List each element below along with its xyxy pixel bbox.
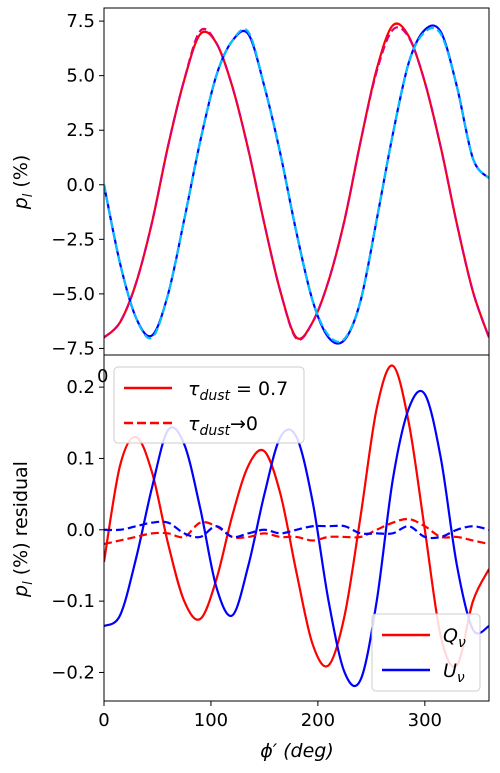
xtick-label: 300 xyxy=(408,710,442,731)
legend-tau-box xyxy=(113,366,305,444)
legend-u-label: Uν xyxy=(443,660,465,686)
legend-q-label: Qν xyxy=(443,625,466,651)
bottom-xlabel: ϕ′ (deg) xyxy=(260,740,334,762)
partial-tick-fragment: 0 xyxy=(97,366,108,387)
series-line-top-u-dashed xyxy=(104,26,489,343)
ytick-label: 5.0 xyxy=(66,66,95,87)
ytick-label: 0.0 xyxy=(66,175,95,196)
ytick-label: 2.5 xyxy=(66,120,95,141)
legend-tau-dashed-label: τdust→0 xyxy=(188,413,258,439)
bottom-panel: −0.2−0.10.00.10.20 100 200 300 xyxy=(51,364,489,731)
series-line-bottom-q-solid xyxy=(104,364,489,668)
ytick-label: −0.2 xyxy=(51,662,95,683)
xtick-label: 200 xyxy=(301,710,335,731)
series-line-bottom-q-dashed xyxy=(104,517,489,546)
ytick-label: −2.5 xyxy=(51,229,95,250)
legend-tau-solid-label: τdust = 0.7 xyxy=(188,378,288,404)
xtick-label: 100 xyxy=(194,710,228,731)
legend-tau: τdust = 0.7 τdust→0 xyxy=(113,366,305,444)
xtick-label: 0 xyxy=(98,710,109,731)
legend-params: Qν Uν xyxy=(371,613,481,692)
top-ylabel: pl (%) xyxy=(10,155,36,211)
bottom-ylabel: pl (%) residual xyxy=(10,461,36,598)
ytick-label: 0.1 xyxy=(66,448,95,469)
ytick-label: 7.5 xyxy=(66,11,95,32)
series-line-bottom-u-dashed xyxy=(104,520,489,540)
legend-params-box xyxy=(371,613,481,692)
ytick-label: 0.0 xyxy=(66,520,95,541)
ytick-label: 0.2 xyxy=(66,377,95,398)
ytick-label: −0.1 xyxy=(51,591,95,612)
top-panel: −7.5 −5.0 −2.5 0.0 2.5 5.0 7.5 xyxy=(51,11,489,359)
series-line-top-u-solid xyxy=(104,24,489,345)
ytick-label: −5.0 xyxy=(51,284,95,305)
ytick-label: −7.5 xyxy=(51,338,95,359)
bottom-axes-frame xyxy=(103,354,490,702)
series-line-top-q-dashed xyxy=(104,26,489,341)
